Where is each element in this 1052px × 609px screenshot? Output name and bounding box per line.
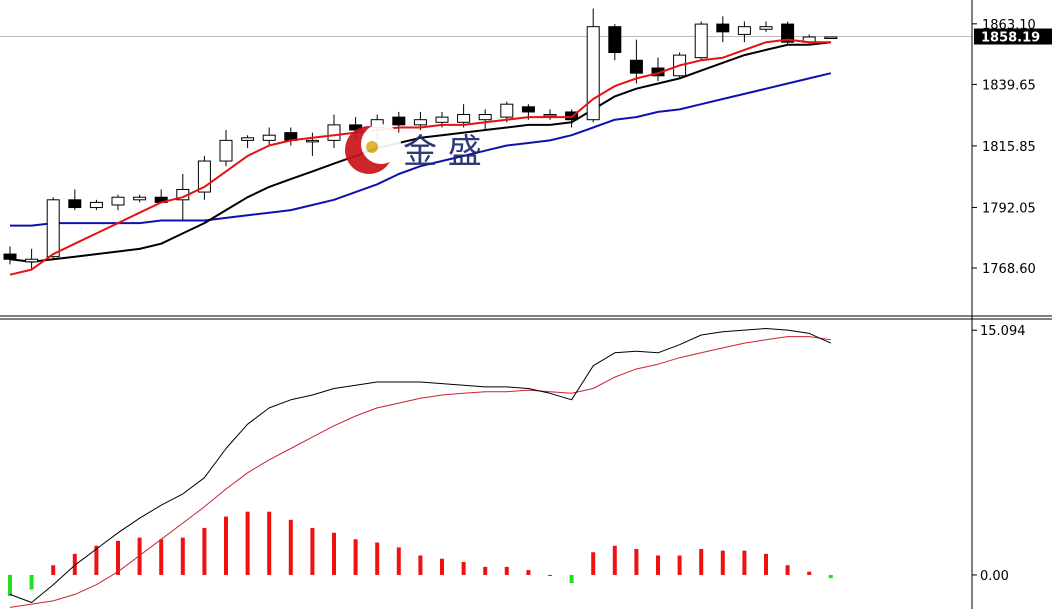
candle-body	[241, 137, 255, 141]
candle-body	[133, 196, 147, 201]
candle-body	[694, 23, 708, 59]
candle-body	[435, 116, 449, 123]
candle-body	[543, 114, 557, 117]
candle-body	[478, 114, 492, 121]
candle-body	[457, 114, 471, 123]
histogram-bar	[591, 552, 596, 575]
histogram-bar	[569, 574, 574, 584]
histogram-bar	[764, 553, 768, 575]
candle-body	[219, 139, 233, 162]
price-tick-label: 1839.65	[982, 78, 1036, 93]
candle-body	[262, 134, 276, 141]
candle-body	[305, 139, 319, 143]
ma-slow-layer	[10, 72, 832, 227]
ma-fast-layer	[9, 38, 831, 276]
watermark-logo: 金 盛	[345, 124, 482, 174]
histogram-bar	[288, 519, 293, 575]
candle-body	[629, 59, 643, 74]
candle-body	[392, 116, 406, 126]
histogram-bar	[440, 558, 444, 575]
histogram-bar	[634, 549, 639, 575]
histogram-bar	[267, 511, 272, 575]
histogram-bar	[396, 547, 401, 575]
ma-slow-line	[10, 72, 832, 227]
histogram-bar	[332, 532, 336, 575]
histogram-bar	[483, 566, 488, 575]
histogram-bar	[677, 555, 682, 575]
candle-body	[25, 258, 39, 263]
histogram-bar	[785, 565, 790, 575]
histogram-bar	[8, 574, 12, 597]
macd-tick-label: 15.094	[980, 324, 1026, 339]
histogram-bar	[180, 537, 185, 575]
histogram-bar	[375, 542, 380, 575]
histogram-bar	[526, 570, 531, 575]
macd-line	[9, 328, 832, 603]
candle-body	[413, 119, 427, 126]
histogram-bar	[418, 555, 423, 575]
histogram-bar	[807, 571, 812, 575]
histogram-bar	[548, 574, 552, 576]
candle-body	[46, 199, 60, 258]
histogram-bar	[245, 511, 250, 575]
candle-body	[327, 124, 341, 141]
histogram-bar	[202, 527, 207, 575]
candle-body	[586, 26, 600, 121]
current-price-tag	[974, 28, 1052, 45]
candle-body	[111, 196, 125, 206]
histogram-bar	[461, 561, 466, 575]
price-tick-label: 1815.85	[982, 140, 1036, 155]
histogram-bar	[159, 539, 164, 575]
histogram-bar	[116, 540, 120, 575]
histogram-bar	[310, 527, 315, 575]
candle-body	[737, 26, 751, 35]
candle-body	[716, 23, 730, 33]
candle-body	[500, 103, 514, 118]
ma-mid-line	[9, 41, 831, 263]
candle-body	[824, 36, 838, 40]
histogram-bar	[720, 550, 725, 575]
histogram-bar	[353, 539, 358, 575]
ma-mid-layer	[9, 41, 831, 263]
histogram-bar	[828, 574, 833, 579]
logo-crescent-mask	[361, 124, 401, 164]
current-price-label: 1858.19	[981, 31, 1040, 46]
candle-body	[608, 26, 622, 54]
candle-body	[759, 26, 773, 30]
histogram-bar	[699, 549, 704, 575]
candle-body	[781, 23, 795, 43]
price-tick-label: 1792.05	[982, 201, 1036, 216]
histogram-bar	[137, 537, 142, 575]
candle-body	[89, 201, 103, 209]
histogram-bar	[72, 553, 77, 575]
signal-line	[9, 336, 831, 608]
histogram-bar	[742, 550, 747, 575]
macd-panel	[8, 328, 833, 608]
histogram-bar	[51, 565, 56, 575]
ma-fast-line	[9, 38, 831, 276]
candle-body	[521, 106, 535, 113]
candle-body	[68, 199, 82, 209]
candle-body	[3, 253, 17, 260]
watermark-text: 金 盛	[403, 132, 482, 172]
macd-tick-label: 0.00	[980, 569, 1009, 584]
histogram-bar	[656, 555, 660, 575]
price-tick-label: 1768.60	[982, 262, 1036, 277]
histogram-bar	[224, 516, 228, 575]
histogram-bar	[29, 574, 34, 590]
histogram-bar	[94, 545, 99, 575]
logo-dot-icon	[366, 141, 378, 153]
histogram-bar	[504, 566, 509, 575]
histogram-bar	[612, 545, 617, 575]
